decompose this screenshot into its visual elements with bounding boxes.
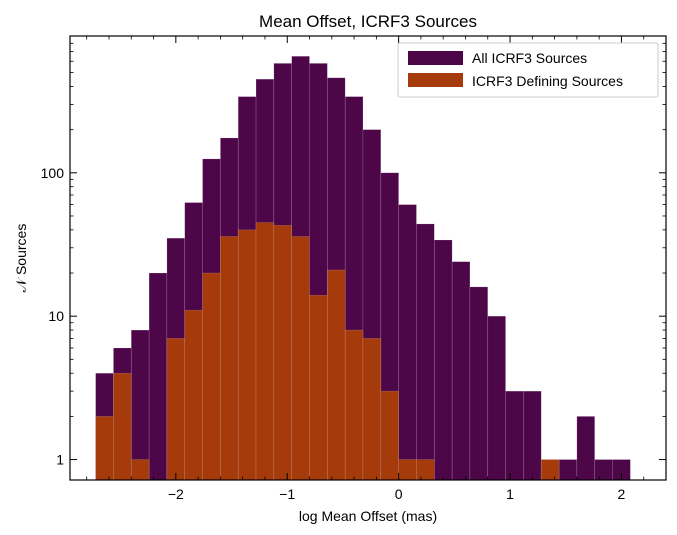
y-tick-label: 1 (56, 452, 64, 468)
bar-all (594, 459, 613, 481)
bar-all (469, 286, 489, 481)
bar-defining (184, 309, 203, 481)
bar-defining (95, 416, 114, 481)
legend: All ICRF3 Sources ICRF3 Defining Sources (397, 42, 659, 98)
bar-defining (166, 338, 186, 481)
bar-defining (202, 272, 221, 481)
legend-label-defining: ICRF3 Defining Sources (472, 73, 623, 89)
bar-defining (344, 329, 364, 481)
x-tick-label: 1 (506, 486, 514, 502)
x-tick-label: −1 (279, 486, 295, 502)
y-tick-label: 100 (41, 165, 65, 181)
bar-defining (398, 459, 417, 481)
bar-defining (255, 222, 275, 481)
legend-swatch-all (408, 51, 463, 65)
bar-all (451, 261, 471, 481)
y-axis-label: 𝒩 Sources (13, 224, 29, 293)
x-tick-label: 2 (618, 486, 626, 502)
bar-all (505, 390, 524, 481)
legend-swatch-defining (408, 73, 463, 87)
bar-all (433, 239, 453, 481)
bar-defining (291, 236, 310, 481)
bar-defining (327, 269, 346, 481)
bar-all (487, 315, 506, 481)
bar-defining (380, 390, 399, 481)
bar-all (523, 390, 542, 481)
axes: −2 −1 0 1 2 1 10 100 (41, 35, 667, 502)
chart-title: Mean Offset, ICRF3 Sources (259, 12, 477, 31)
bar-defining (309, 294, 328, 481)
x-axis-label: log Mean Offset (mas) (299, 508, 437, 524)
y-tick-label: 10 (48, 308, 64, 324)
bar-defining (130, 459, 150, 481)
bar-defining (540, 459, 560, 481)
bar-all (416, 223, 435, 481)
bar-defining (113, 372, 132, 481)
bar-defining (362, 338, 382, 481)
bar-defining (416, 459, 435, 481)
legend-label-all: All ICRF3 Sources (472, 50, 587, 66)
x-tick-label: −2 (168, 486, 184, 502)
bar-defining (220, 236, 239, 481)
bar-all (558, 459, 578, 481)
bar-defining (273, 225, 292, 481)
plot-frame (69, 35, 667, 481)
bar-all (148, 272, 168, 481)
bar-defining (237, 229, 257, 481)
x-tick-label: 0 (395, 486, 403, 502)
bar-all (576, 416, 596, 481)
bar-all (398, 204, 417, 481)
bar-all (130, 329, 150, 481)
